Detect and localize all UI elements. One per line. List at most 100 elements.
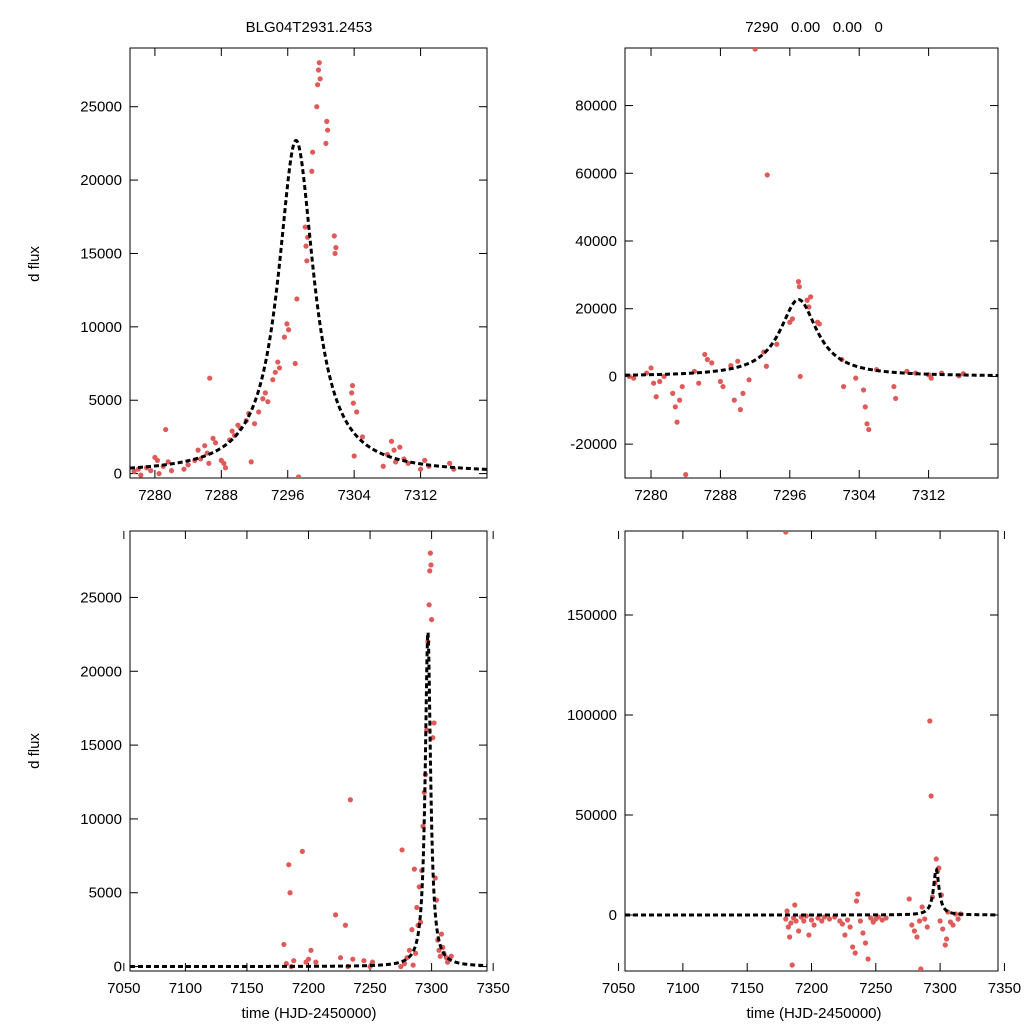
data-point bbox=[260, 396, 266, 402]
data-point bbox=[862, 940, 869, 946]
data-point bbox=[447, 460, 453, 466]
x-tick-label: 7150 bbox=[230, 980, 263, 997]
data-point bbox=[359, 434, 366, 440]
x-tick-label: 7288 bbox=[704, 487, 737, 504]
x-tick-label: 7250 bbox=[353, 980, 386, 997]
x-tick-label: 7296 bbox=[271, 487, 304, 504]
data-point bbox=[674, 419, 680, 425]
x-tick-label: 7300 bbox=[415, 980, 448, 997]
data-point bbox=[286, 862, 292, 868]
data-points bbox=[131, 60, 457, 478]
panel-top-left: 7280 7288 7296 7304 7312 0 5000 10000 15000 20000… bbox=[80, 47, 488, 504]
data-point bbox=[337, 955, 344, 961]
data-point bbox=[787, 934, 793, 940]
data-point bbox=[819, 918, 825, 924]
y-tick-label: 20000 bbox=[575, 301, 617, 318]
data-point bbox=[331, 233, 337, 239]
data-point bbox=[862, 404, 868, 410]
data-point bbox=[276, 365, 283, 371]
y-tick-label: 15000 bbox=[80, 245, 122, 262]
data-point bbox=[737, 407, 743, 413]
data-point bbox=[429, 616, 435, 623]
data-point bbox=[853, 375, 859, 381]
data-point bbox=[165, 459, 171, 465]
data-point bbox=[222, 465, 229, 471]
data-point bbox=[284, 321, 290, 327]
data-point bbox=[262, 390, 268, 396]
data-point bbox=[928, 793, 934, 799]
panel-bottom-right: 7050 7100 7150 7200 7250 7300 7350 0 50000 100000… bbox=[567, 530, 1021, 997]
data-point bbox=[860, 930, 866, 936]
data-point bbox=[950, 922, 956, 928]
ylabel-bottom: d flux bbox=[26, 733, 43, 769]
data-point bbox=[148, 468, 154, 474]
data-point bbox=[735, 358, 741, 364]
y-tick-label: 0 bbox=[609, 368, 617, 385]
data-point bbox=[207, 375, 213, 381]
data-point bbox=[212, 440, 219, 446]
data-point bbox=[294, 296, 300, 302]
y-tick-label: 25000 bbox=[80, 589, 122, 606]
data-point bbox=[764, 172, 770, 178]
data-point bbox=[792, 902, 798, 908]
data-point bbox=[323, 140, 329, 146]
data-point bbox=[445, 959, 451, 965]
x-tick-label: 7050 bbox=[107, 980, 140, 997]
data-point bbox=[304, 258, 310, 264]
data-point bbox=[291, 958, 297, 964]
data-point bbox=[728, 362, 734, 369]
data-point bbox=[206, 460, 212, 466]
data-point bbox=[853, 898, 860, 904]
data-point bbox=[414, 904, 420, 911]
data-point bbox=[332, 912, 339, 918]
data-point bbox=[852, 950, 858, 956]
data-point bbox=[717, 378, 724, 385]
data-point bbox=[309, 168, 315, 174]
x-tick-label: 7350 bbox=[988, 980, 1021, 997]
data-point bbox=[202, 443, 208, 449]
data-point bbox=[844, 917, 851, 923]
y-tick-label: 20000 bbox=[80, 172, 122, 189]
x-tick-label: 7304 bbox=[337, 487, 370, 504]
data-point bbox=[797, 373, 803, 380]
data-point bbox=[793, 918, 799, 924]
xlabel-right: time (HJD-2450000) bbox=[746, 1005, 881, 1022]
data-point bbox=[397, 444, 403, 450]
data-point bbox=[651, 380, 657, 386]
data-point bbox=[438, 931, 445, 937]
y-tick-label: 5000 bbox=[89, 392, 122, 409]
data-point bbox=[342, 922, 349, 928]
data-point bbox=[292, 360, 298, 367]
data-point bbox=[138, 472, 144, 478]
panel-top-right: 7280 7288 7296 7304 7312 -20000 0 20000 40000 600… bbox=[570, 47, 999, 504]
data-point bbox=[256, 409, 262, 415]
data-point bbox=[324, 118, 330, 124]
x-tick-label: 7304 bbox=[843, 487, 876, 504]
data-point bbox=[221, 460, 227, 466]
data-point bbox=[265, 399, 271, 405]
x-tick-label: 7312 bbox=[912, 487, 945, 504]
data-point bbox=[842, 932, 848, 938]
y-tick-label: 0 bbox=[114, 466, 122, 483]
data-point bbox=[350, 400, 356, 406]
data-point bbox=[924, 924, 930, 930]
data-point bbox=[332, 250, 338, 257]
data-point bbox=[911, 928, 917, 934]
data-point bbox=[702, 351, 708, 358]
title-right: 7290 0.00 0.00 0 bbox=[745, 19, 883, 36]
data-point bbox=[313, 959, 319, 965]
data-point bbox=[275, 359, 281, 365]
data-point bbox=[933, 856, 939, 862]
data-point bbox=[840, 383, 847, 390]
data-point bbox=[893, 395, 899, 402]
plot-frame bbox=[624, 47, 999, 479]
data-point bbox=[299, 848, 305, 855]
data-point bbox=[657, 378, 663, 385]
data-point bbox=[428, 562, 434, 568]
data-point bbox=[349, 382, 356, 389]
data-point bbox=[677, 397, 683, 403]
data-point bbox=[272, 369, 278, 375]
data-point bbox=[248, 459, 254, 465]
data-point bbox=[808, 917, 815, 923]
data-point bbox=[185, 462, 191, 468]
